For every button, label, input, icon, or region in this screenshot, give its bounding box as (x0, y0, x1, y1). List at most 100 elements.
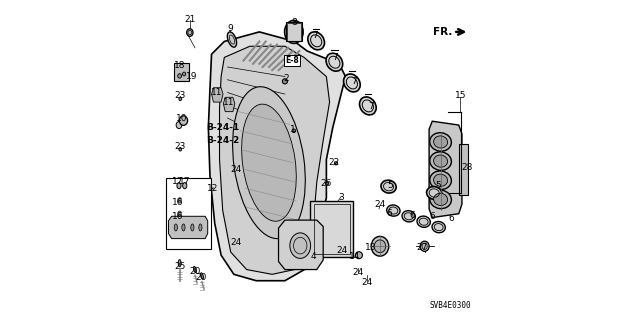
Ellipse shape (290, 233, 310, 258)
Ellipse shape (430, 190, 451, 209)
Ellipse shape (174, 224, 177, 231)
Ellipse shape (371, 236, 388, 256)
Text: 7: 7 (351, 77, 357, 86)
Bar (287, 23, 301, 41)
Text: 6: 6 (410, 211, 415, 220)
Ellipse shape (430, 133, 451, 151)
Ellipse shape (227, 32, 237, 47)
Text: 4: 4 (311, 252, 316, 261)
Ellipse shape (179, 147, 182, 151)
Polygon shape (223, 97, 235, 112)
Ellipse shape (433, 174, 447, 186)
Ellipse shape (433, 155, 447, 167)
Ellipse shape (430, 152, 451, 170)
Text: 3: 3 (338, 193, 344, 202)
Polygon shape (429, 121, 462, 218)
Polygon shape (209, 32, 346, 281)
Ellipse shape (179, 116, 188, 125)
Text: 24: 24 (336, 246, 348, 255)
Ellipse shape (242, 104, 296, 221)
Ellipse shape (232, 87, 305, 239)
Text: 1: 1 (290, 125, 296, 134)
Text: 24: 24 (352, 268, 364, 277)
Text: 7: 7 (312, 31, 318, 40)
Text: 23: 23 (174, 142, 186, 151)
Text: 22: 22 (329, 158, 340, 167)
Ellipse shape (308, 32, 324, 50)
Ellipse shape (432, 221, 445, 233)
Text: SVB4E0300: SVB4E0300 (430, 301, 472, 310)
Ellipse shape (177, 183, 181, 189)
Text: 25: 25 (174, 262, 186, 271)
Ellipse shape (178, 260, 181, 267)
Bar (459, 144, 468, 195)
Ellipse shape (427, 187, 442, 199)
Text: 24: 24 (362, 278, 373, 287)
Text: 17: 17 (172, 177, 184, 186)
Text: 27: 27 (417, 243, 428, 252)
Text: B-24-2: B-24-2 (206, 136, 239, 145)
Ellipse shape (420, 241, 429, 251)
Ellipse shape (325, 182, 328, 185)
Bar (174, 63, 189, 81)
Ellipse shape (417, 216, 430, 227)
Ellipse shape (200, 273, 204, 279)
Ellipse shape (178, 198, 181, 203)
Ellipse shape (191, 224, 194, 231)
Ellipse shape (387, 205, 400, 216)
Ellipse shape (430, 171, 451, 189)
Ellipse shape (182, 224, 185, 231)
Text: 15: 15 (454, 91, 466, 100)
Bar (166, 178, 211, 249)
Ellipse shape (344, 74, 360, 92)
Ellipse shape (199, 224, 202, 231)
Text: 18: 18 (174, 61, 186, 70)
Ellipse shape (402, 211, 415, 222)
Ellipse shape (381, 180, 396, 193)
Polygon shape (278, 220, 323, 270)
Text: 24: 24 (231, 165, 242, 174)
Ellipse shape (285, 20, 303, 43)
Text: 24: 24 (231, 238, 242, 247)
Ellipse shape (193, 266, 196, 273)
Text: E-8: E-8 (285, 56, 299, 65)
Text: 19: 19 (186, 72, 198, 81)
Text: 5: 5 (435, 181, 441, 189)
Ellipse shape (282, 79, 287, 84)
Ellipse shape (182, 72, 186, 76)
Text: 11: 11 (223, 98, 235, 107)
Ellipse shape (433, 136, 447, 148)
Polygon shape (212, 88, 223, 102)
Text: 13: 13 (365, 243, 377, 252)
Text: 7: 7 (332, 53, 338, 62)
Text: 16: 16 (172, 198, 184, 207)
Text: 21: 21 (184, 15, 196, 24)
Bar (314, 204, 350, 254)
Text: 2: 2 (284, 74, 289, 83)
Ellipse shape (176, 122, 182, 129)
Text: 9: 9 (227, 24, 233, 33)
Text: FR.: FR. (433, 27, 452, 37)
Ellipse shape (187, 29, 193, 36)
Text: 6: 6 (387, 209, 392, 218)
Text: B-24-1: B-24-1 (206, 123, 239, 132)
Text: 16: 16 (172, 212, 184, 221)
Text: 6: 6 (429, 212, 435, 221)
Text: 23: 23 (174, 91, 186, 100)
Text: 17: 17 (179, 177, 190, 186)
Text: 5: 5 (387, 181, 393, 189)
Text: 12: 12 (207, 184, 219, 193)
Ellipse shape (334, 162, 337, 165)
Polygon shape (168, 216, 208, 239)
Ellipse shape (292, 129, 296, 133)
Text: 20: 20 (189, 267, 200, 276)
Text: 6: 6 (448, 214, 454, 223)
Polygon shape (220, 46, 330, 274)
Ellipse shape (179, 97, 182, 101)
Text: 24: 24 (374, 200, 385, 209)
Text: 28: 28 (461, 163, 472, 172)
Ellipse shape (178, 74, 182, 78)
Ellipse shape (355, 252, 362, 259)
Ellipse shape (374, 240, 386, 253)
Text: 20: 20 (196, 273, 207, 282)
